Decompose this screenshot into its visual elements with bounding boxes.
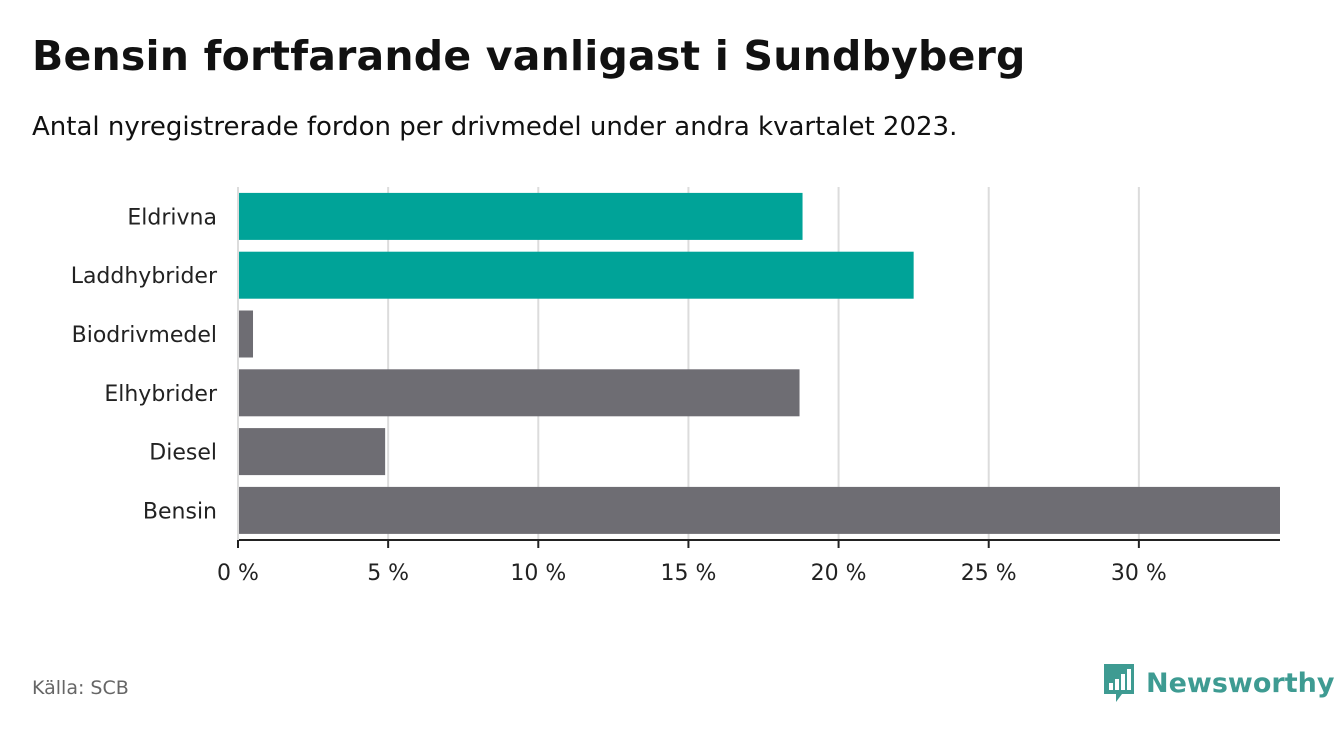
category-label: Elhybrider bbox=[104, 382, 218, 407]
category-labels: Eldrivna Laddhybrider Biodrivmedel Elhybrid… bbox=[71, 205, 218, 524]
newsworthy-logo[interactable]: Newsworthy bbox=[1102, 662, 1334, 704]
chart-title: Bensin fortfarande vanligast i Sundbyber… bbox=[32, 32, 1026, 80]
x-tick-label: 30 % bbox=[1111, 561, 1167, 586]
bar bbox=[238, 192, 803, 240]
brand-name: Newsworthy bbox=[1146, 667, 1335, 699]
bars bbox=[238, 192, 1280, 534]
source-note: Källa: SCB bbox=[32, 677, 129, 699]
grid-lines bbox=[387, 187, 1140, 540]
x-tick-label: 15 % bbox=[660, 561, 716, 586]
category-label: Diesel bbox=[149, 441, 217, 466]
x-tick-label: 20 % bbox=[811, 561, 867, 586]
x-tick-label: 10 % bbox=[510, 561, 566, 586]
category-label: Eldrivna bbox=[127, 205, 217, 230]
x-tick-label: 5 % bbox=[367, 561, 409, 586]
bar bbox=[238, 251, 914, 299]
category-label: Bensin bbox=[143, 499, 217, 524]
bar bbox=[238, 486, 1280, 534]
bar bbox=[238, 428, 386, 476]
bar-chart-speech-bubble-icon bbox=[1104, 664, 1134, 702]
bar bbox=[238, 369, 800, 417]
chart-subtitle: Antal nyregistrerade fordon per drivmede… bbox=[32, 112, 958, 142]
bar bbox=[238, 310, 254, 358]
x-tick-label: 25 % bbox=[961, 561, 1017, 586]
category-label: Laddhybrider bbox=[71, 264, 218, 289]
x-axis: 0 % 5 % 10 % 15 % 20 % 25 % 30 % bbox=[217, 187, 1280, 586]
x-tick-label: 0 % bbox=[217, 561, 259, 586]
category-label: Biodrivmedel bbox=[72, 323, 217, 348]
